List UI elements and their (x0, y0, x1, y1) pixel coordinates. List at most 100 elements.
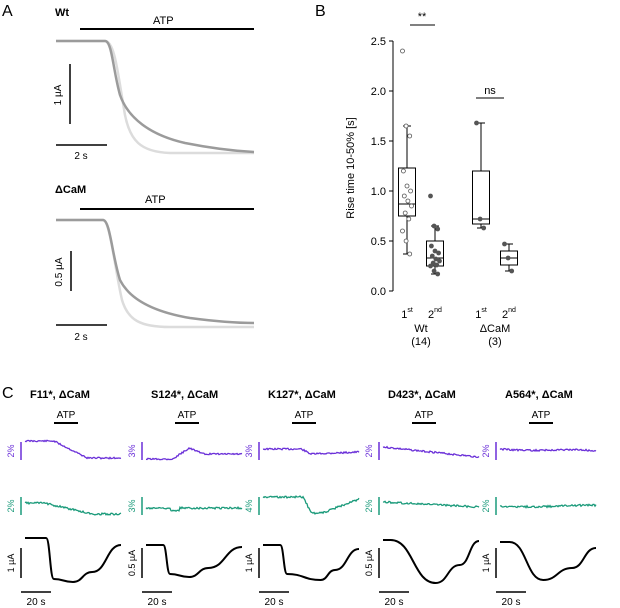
purple-scale-label: 2% (481, 444, 491, 457)
atp-label: ATP (57, 410, 76, 421)
data-point (434, 262, 440, 268)
significance-label-dcam: ns (484, 85, 496, 97)
time-scale-label: 20 s (265, 597, 284, 608)
green-trace (262, 495, 360, 515)
data-point (405, 198, 411, 204)
data-point (400, 228, 405, 234)
group-name-wt: Wt (414, 323, 427, 335)
data-point (408, 188, 414, 194)
data-point (407, 133, 413, 139)
data-point (481, 225, 487, 231)
data-point (428, 243, 434, 249)
current-trace (499, 540, 597, 582)
dcam-trace-dark (56, 218, 255, 325)
current-scale-label: 1 µA (481, 554, 491, 573)
x-label-dcam-second: 2nd (502, 307, 516, 321)
data-point (409, 203, 414, 209)
time-scale-label: 20 s (502, 597, 521, 608)
purple-trace (382, 445, 480, 459)
data-point (430, 260, 436, 266)
column-title: K127*, ΔCaM (268, 389, 336, 401)
group-name-dcam: ΔCaM (480, 323, 511, 335)
data-point (402, 210, 408, 216)
data-point (428, 193, 433, 199)
x-label-wt-second: 2nd (428, 307, 442, 321)
y-tick-label: 0.0 (371, 286, 386, 298)
purple-trace (499, 447, 597, 453)
purple-scale-label: 3% (244, 444, 254, 457)
purple-trace (24, 439, 122, 460)
atp-label-wt: ATP (153, 15, 174, 27)
y-tick-label: 0.5 (371, 236, 386, 248)
current-scale-label: 1 µA (6, 554, 16, 573)
box-iqr (472, 170, 490, 225)
box-plot-area (398, 48, 518, 277)
significance-label-wt: ** (418, 11, 427, 23)
panel-a: A Wt ATP 1 µA 2 s ΔCaM ATP 0.5 µA 2 s (2, 3, 255, 343)
atp-label: ATP (178, 410, 197, 421)
box-1-0 (472, 120, 490, 231)
data-point (404, 183, 410, 189)
data-point (406, 216, 412, 222)
current-trace (145, 544, 243, 579)
wt-scale-x-label: 2 s (74, 151, 87, 162)
column-title: F11*, ΔCaM (30, 389, 90, 401)
column-title: A564*, ΔCaM (505, 389, 573, 401)
dcam-scale-x-label: 2 s (74, 332, 87, 343)
data-point (474, 120, 479, 126)
current-scale-label: 0.5 µA (364, 550, 374, 576)
box-0-1 (426, 193, 444, 277)
purple-scale-label: 3% (127, 444, 137, 457)
box-iqr (398, 167, 416, 217)
data-point (433, 256, 439, 262)
green-scale-label: 2% (481, 499, 491, 512)
data-point (502, 241, 507, 247)
purple-scale-label: 2% (364, 444, 374, 457)
trace-column-4: D423*, ΔCaM ATP 2% 2% 0.5 µA 20 s (364, 389, 480, 608)
trace-column-3: K127*, ΔCaM ATP 3% 4% 1 µA 20 s (244, 389, 360, 608)
trace-column-2: S124*, ΔCaM ATP 3% 3% 0.5 µA 20 s (127, 389, 243, 608)
trace-column-1: F11*, ΔCaM ATP 2% 2% 1 µA 20 s (6, 389, 122, 608)
purple-trace (262, 447, 360, 456)
panel-b-label: B (315, 3, 326, 20)
dcam-label: ΔCaM (55, 184, 86, 196)
purple-scale-label: 2% (6, 444, 16, 457)
current-trace (262, 544, 360, 582)
data-point (400, 168, 406, 174)
data-point (437, 258, 442, 264)
dcam-scale-y-label: 0.5 µA (54, 257, 65, 286)
y-tick-label: 2.0 (371, 86, 386, 98)
atp-label: ATP (295, 410, 314, 421)
data-point (436, 250, 442, 256)
green-scale-label: 3% (127, 499, 137, 512)
x-label-dcam-first: 1st (475, 307, 487, 321)
data-point (431, 223, 437, 229)
green-trace (145, 505, 243, 513)
panel-a-dcam: ΔCaM ATP 0.5 µA 2 s (54, 184, 255, 343)
group-n-wt: (14) (411, 336, 431, 348)
y-tick-label: 1.5 (371, 136, 386, 148)
data-point (435, 271, 441, 277)
time-scale-label: 20 s (148, 597, 167, 608)
column-title: S124*, ΔCaM (151, 389, 218, 401)
current-trace (383, 539, 480, 585)
data-point (431, 268, 437, 274)
data-point (429, 253, 435, 259)
purple-trace (145, 446, 243, 461)
green-scale-label: 2% (6, 499, 16, 512)
data-point (505, 255, 511, 261)
dcam-trace-light (56, 218, 254, 329)
box-1-1 (500, 241, 518, 274)
current-trace (25, 537, 122, 584)
panel-a-wt: Wt ATP 1 µA 2 s (53, 7, 255, 162)
wt-label: Wt (55, 7, 69, 19)
green-trace (499, 503, 597, 509)
trace-column-5: A564*, ΔCaM ATP 2% 2% 1 µA 20 s (481, 389, 597, 608)
column-title: D423*, ΔCaM (388, 389, 456, 401)
y-tick-label: 1.0 (371, 186, 386, 198)
panel-c: C F11*, ΔCaM ATP 2% 2% 1 µA 20 s S124*, ΔCaM AT… (2, 385, 597, 608)
green-trace (24, 501, 122, 516)
time-scale-label: 20 s (385, 597, 404, 608)
y-axis: 0.0 0.5 1.0 1.5 2.0 2.5 (371, 36, 394, 298)
